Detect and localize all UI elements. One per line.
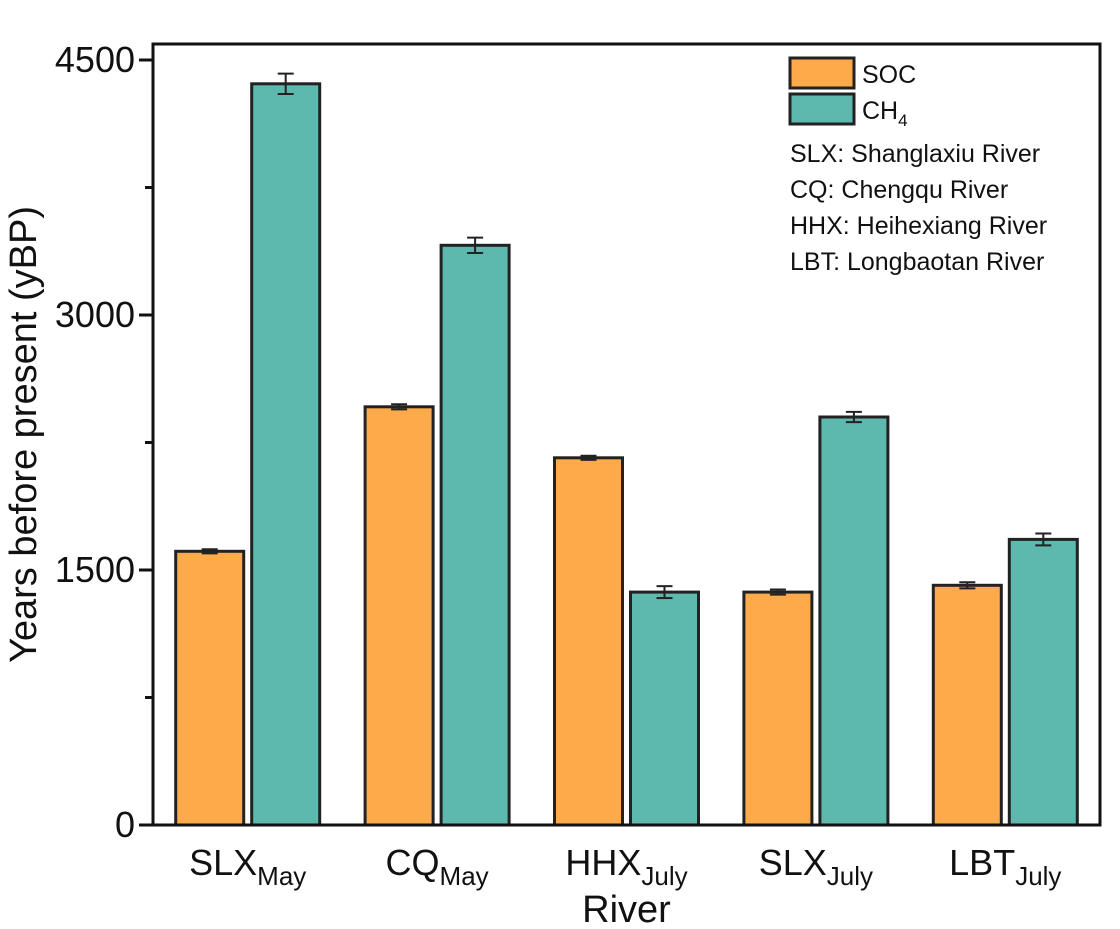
- plot-frame: [151, 42, 1102, 827]
- error-bars: [201, 72, 1052, 600]
- bar-ch4-4: [1007, 537, 1079, 827]
- y-tick-label-2: 3000: [55, 294, 135, 335]
- bar-ch4-2: [629, 590, 700, 827]
- x-tick-label-1: CQMay: [386, 842, 489, 891]
- errorbar-ch4-3: [845, 410, 862, 424]
- bar-soc-1: [363, 405, 435, 827]
- bar-soc-0: [174, 549, 246, 827]
- legend-note-hhx: HHX: Heihexiang River: [790, 212, 1047, 240]
- bar-ch4-1: [439, 243, 511, 827]
- errorbar-soc-1: [391, 403, 408, 411]
- errorbar-ch4-1: [467, 236, 484, 254]
- bar-soc-3: [742, 590, 814, 827]
- errorbar-soc-4: [959, 581, 976, 590]
- y-tick-label-1: 1500: [55, 549, 135, 590]
- legend-label-soc: SOC: [862, 61, 916, 89]
- x-tick-label-4: LBTJuly: [949, 842, 1061, 891]
- x-tick-label-0: SLXMay: [189, 842, 306, 891]
- legend-swatch-ch4: [788, 92, 856, 126]
- errorbar-soc-0: [201, 548, 218, 555]
- x-tick-labels: SLXMay CQMay HHXJuly SLXJuly LBTJuly: [189, 842, 1061, 891]
- legend-note-lbt: LBT: Longbaotan River: [790, 248, 1044, 276]
- legend-label-ch4: CH4: [862, 97, 908, 130]
- legend: SOC CH4 SLX: Shanglaxiu River CQ: Chengq…: [788, 56, 1047, 276]
- errorbar-soc-2: [580, 454, 597, 461]
- errorbar-ch4-0: [277, 72, 294, 95]
- legend-note-cq: CQ: Chengqu River: [790, 176, 1008, 204]
- y-axis-title: Years before present (yBP): [3, 206, 45, 663]
- bars: [174, 82, 1079, 827]
- x-tick-label-2: HHXJuly: [565, 842, 687, 891]
- legend-note-slx: SLX: Shanglaxiu River: [790, 140, 1040, 168]
- legend-swatch-soc: [788, 56, 856, 90]
- errorbar-ch4-2: [656, 585, 673, 600]
- y-tick-label-3: 4500: [55, 39, 135, 80]
- y-tick-label-0: 0: [115, 804, 135, 845]
- bar-ch4-0: [250, 82, 322, 827]
- bar-soc-4: [931, 583, 1003, 827]
- y-ticks: 0 1500 3000 4500: [55, 39, 153, 845]
- errorbar-ch4-4: [1035, 532, 1052, 547]
- x-tick-label-3: SLXJuly: [759, 842, 873, 891]
- bar-ch4-3: [818, 415, 890, 827]
- x-axis-title: River: [582, 889, 671, 929]
- bar-soc-2: [553, 456, 624, 827]
- errorbar-soc-3: [769, 588, 786, 596]
